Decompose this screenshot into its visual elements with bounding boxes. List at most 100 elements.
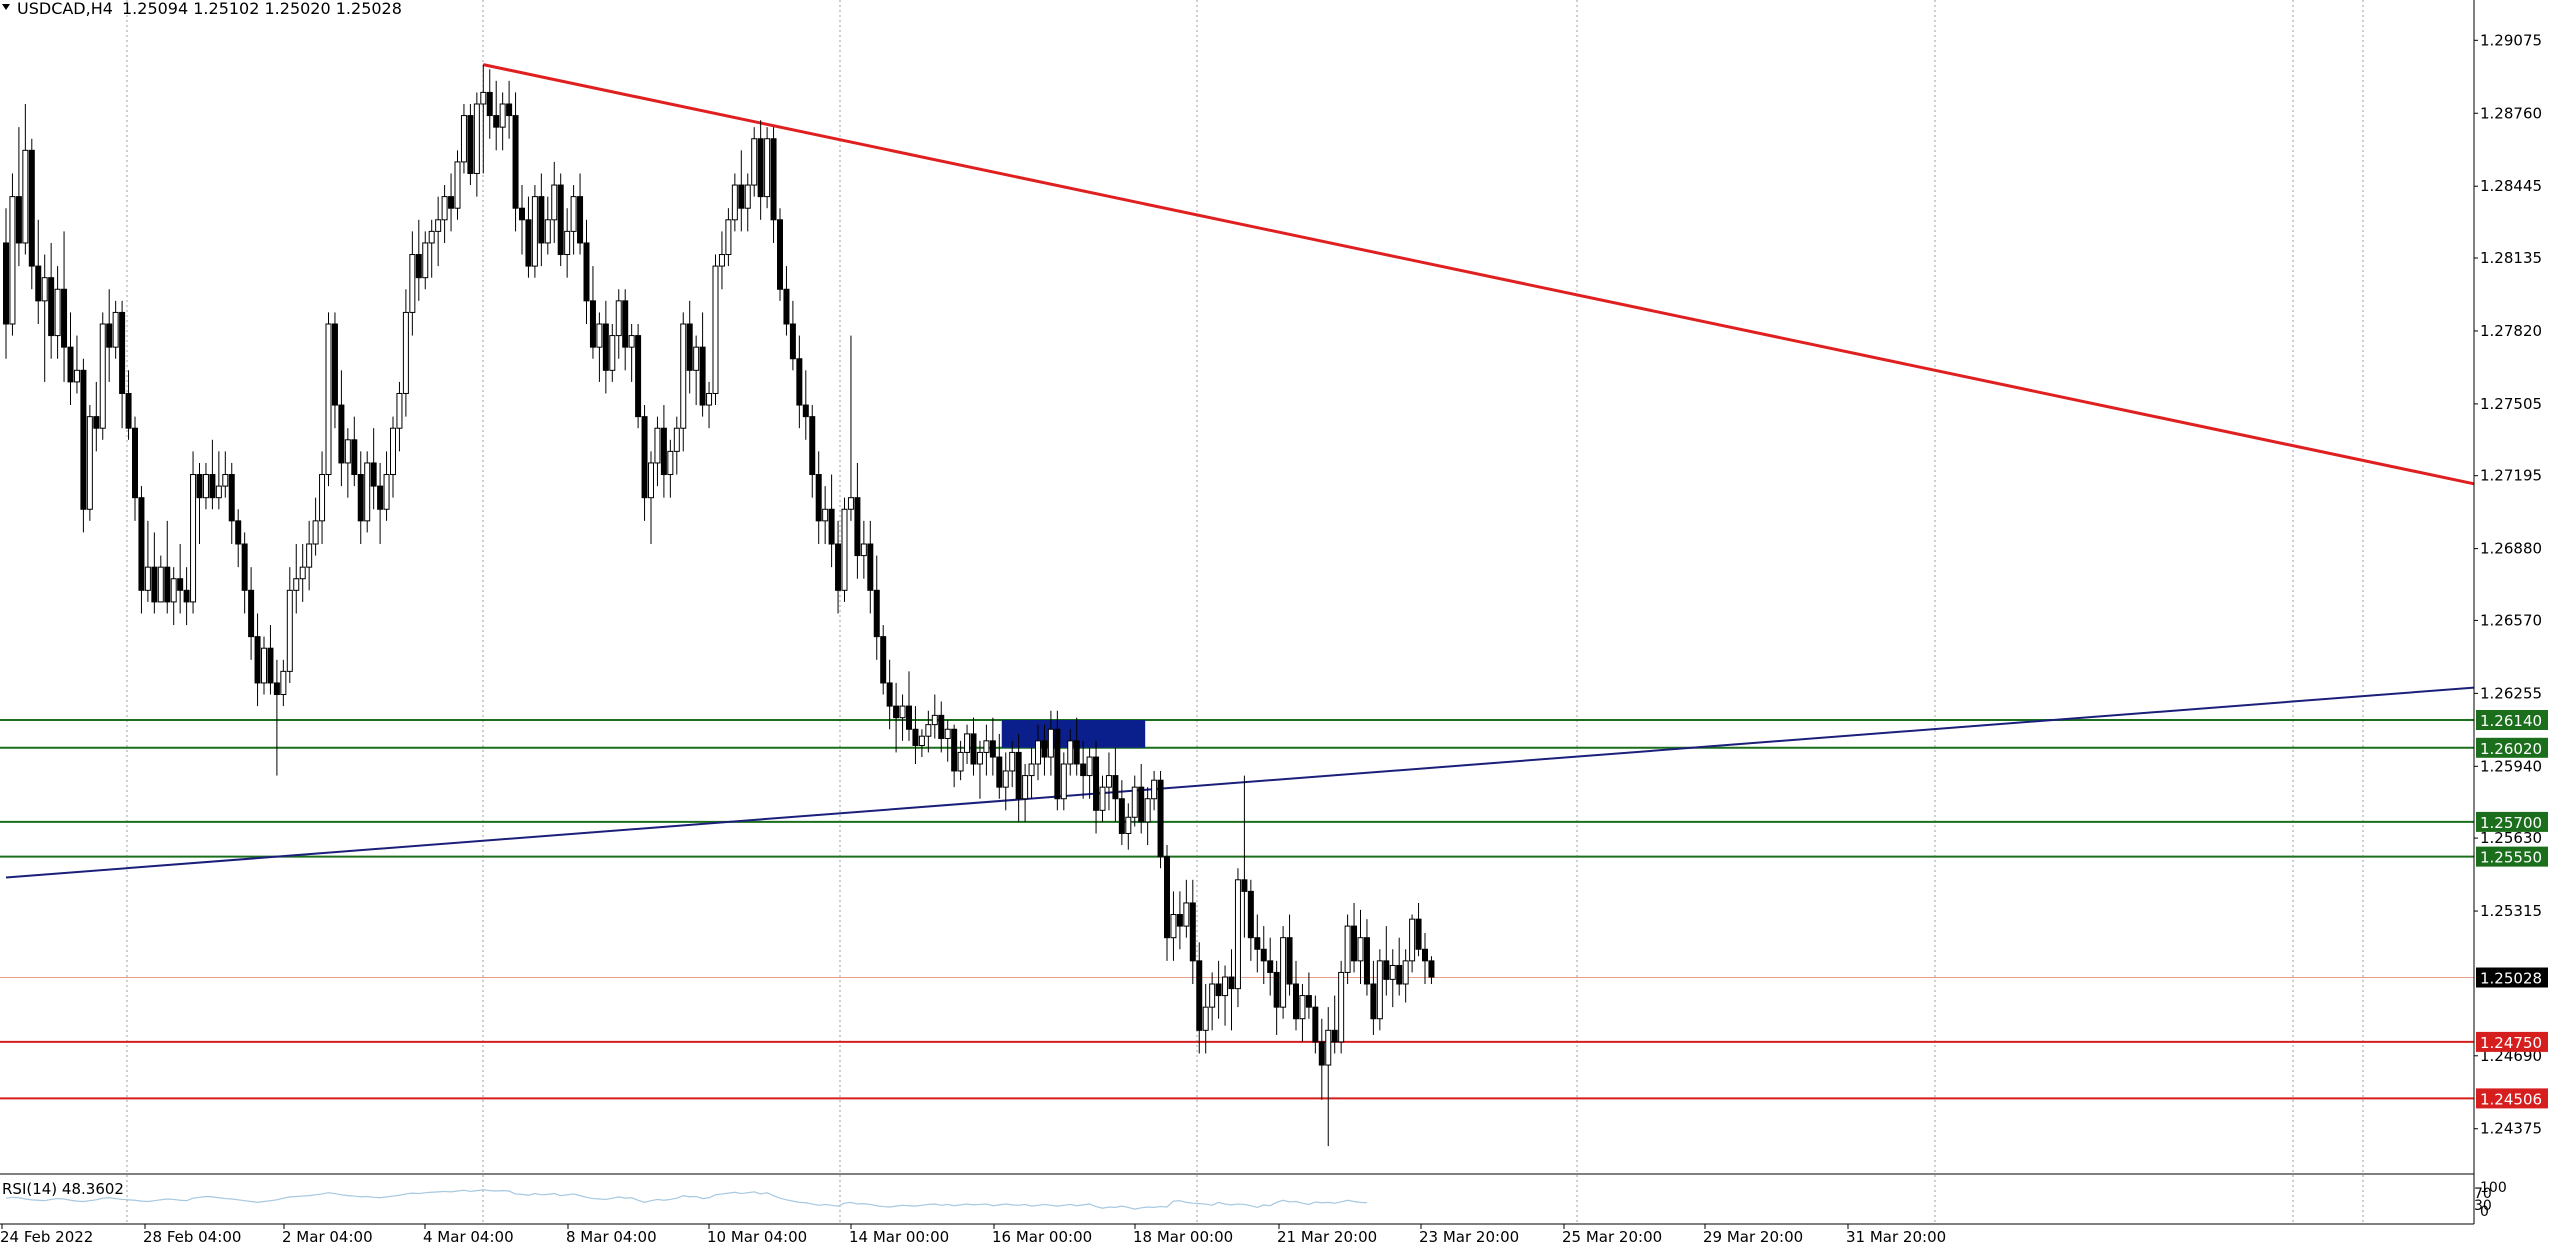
candle-bear xyxy=(48,277,55,337)
candle-bull xyxy=(1009,751,1016,772)
candle-bull xyxy=(899,705,906,719)
candle-bear xyxy=(835,543,842,591)
candle-bull xyxy=(1299,995,1306,1020)
price-tick-label: 1.28760 xyxy=(2480,104,2542,122)
trendlines-layer[interactable] xyxy=(5,63,2475,879)
time-tick-label: 18 Mar 00:00 xyxy=(1133,1228,1233,1246)
candle-bear xyxy=(1260,948,1267,962)
candle-bear xyxy=(61,288,68,348)
candle-bull xyxy=(860,543,867,557)
candle-bear xyxy=(93,416,100,429)
price-tick-label: 1.26255 xyxy=(2480,684,2542,702)
candle-bear xyxy=(1370,983,1377,1020)
level-label-text: 1.25700 xyxy=(2480,814,2542,832)
rsi-scale-30: 30 xyxy=(2474,1198,2492,1214)
candle-bull xyxy=(847,497,854,510)
candle-bull xyxy=(609,335,616,371)
trendline-blue[interactable] xyxy=(5,686,2475,879)
candle-bull xyxy=(112,311,119,348)
level-label-text: 1.24750 xyxy=(2480,1034,2542,1052)
candle-bull xyxy=(280,670,287,696)
candle-bear xyxy=(635,335,642,418)
candle-bull xyxy=(9,196,16,325)
price-tick-label: 1.24375 xyxy=(2480,1120,2542,1138)
candle-bull xyxy=(615,300,622,337)
candle-bull xyxy=(1222,976,1229,997)
candle-bear xyxy=(1415,918,1422,950)
candle-bull xyxy=(480,91,487,105)
candle-bull xyxy=(544,219,551,244)
candle-bear xyxy=(1093,756,1100,811)
candle-bull xyxy=(428,230,435,244)
candle-bull xyxy=(1144,798,1151,823)
candle-bear xyxy=(789,323,796,360)
candle-bull xyxy=(344,439,351,464)
candle-bull xyxy=(957,751,964,772)
candle-bear xyxy=(267,647,274,684)
candle-bull xyxy=(841,508,848,591)
level-label-bg xyxy=(2476,1088,2548,1109)
candle-bear xyxy=(1041,740,1048,758)
candle-bear xyxy=(828,508,835,545)
trendline-red[interactable] xyxy=(482,63,2475,486)
candle-bear xyxy=(512,115,519,209)
candle-bull xyxy=(1105,775,1112,788)
candle-bear xyxy=(1293,983,1299,1020)
candle-bear xyxy=(622,300,629,348)
candle-bear xyxy=(641,416,648,499)
time-tick-label: 23 Mar 20:00 xyxy=(1419,1228,1519,1246)
supply-zone[interactable] xyxy=(1001,720,1146,748)
candle-bear xyxy=(1080,763,1087,777)
level-label-text: 1.26020 xyxy=(2480,740,2542,758)
time-axis[interactable]: 24 Feb 2022 28 Feb 04:00 2 Mar 04:00 4 Mar … xyxy=(0,1224,1946,1246)
candle-bull xyxy=(144,566,151,591)
candle-bear xyxy=(448,196,455,209)
candle-bear xyxy=(1157,779,1164,858)
candle-bull xyxy=(202,474,209,499)
candle-bear xyxy=(28,149,35,267)
candle-bull xyxy=(706,392,713,406)
candle-bear xyxy=(119,311,126,394)
candle-bull xyxy=(1131,786,1138,818)
candle-bull xyxy=(1099,786,1106,811)
candle-bear xyxy=(338,404,345,464)
candle-bear xyxy=(1247,890,1254,939)
candle-bear xyxy=(557,184,564,256)
candle-bear xyxy=(35,265,42,302)
candle-bear xyxy=(802,404,809,418)
chart-header: USDCAD,H4 1.25094 1.25102 1.25020 1.2502… xyxy=(2,0,402,18)
candle-bull xyxy=(931,714,938,726)
time-tick-label: 4 Mar 04:00 xyxy=(423,1228,514,1246)
candle-bear xyxy=(1196,960,1203,1031)
rsi-scale-70: 70 xyxy=(2474,1186,2492,1202)
candle-bull xyxy=(261,647,267,684)
candle-bear xyxy=(770,138,777,221)
candle-bull xyxy=(73,369,80,383)
candle-bull xyxy=(41,277,48,302)
candle-bear xyxy=(912,728,919,746)
triangle-down-icon[interactable] xyxy=(2,4,10,10)
supply-zone-layer[interactable] xyxy=(1001,720,1146,748)
candle-bear xyxy=(893,705,900,719)
candle-bear xyxy=(602,323,609,371)
candle-bull xyxy=(1280,937,1287,1008)
candle-bull xyxy=(1209,983,1216,1008)
candle-bull xyxy=(1022,775,1029,800)
level-label-bg xyxy=(2476,811,2548,832)
candle-bear xyxy=(1312,1006,1319,1043)
candle-bear xyxy=(1112,775,1119,800)
level-label-bg xyxy=(2476,710,2548,730)
candle-bear xyxy=(506,103,513,117)
candle-bear xyxy=(867,543,874,591)
candle-bull xyxy=(1389,964,1396,980)
candle-bear xyxy=(1396,964,1403,985)
candle-bear xyxy=(796,358,803,406)
candle-bear xyxy=(1428,960,1435,978)
price-tick-label: 1.29075 xyxy=(2480,31,2542,49)
candle-bear xyxy=(1267,960,1274,973)
time-tick-label: 16 Mar 00:00 xyxy=(992,1228,1092,1246)
candle-bull xyxy=(1202,1006,1209,1031)
rsi-scale-100: 100 xyxy=(2480,1180,2507,1196)
